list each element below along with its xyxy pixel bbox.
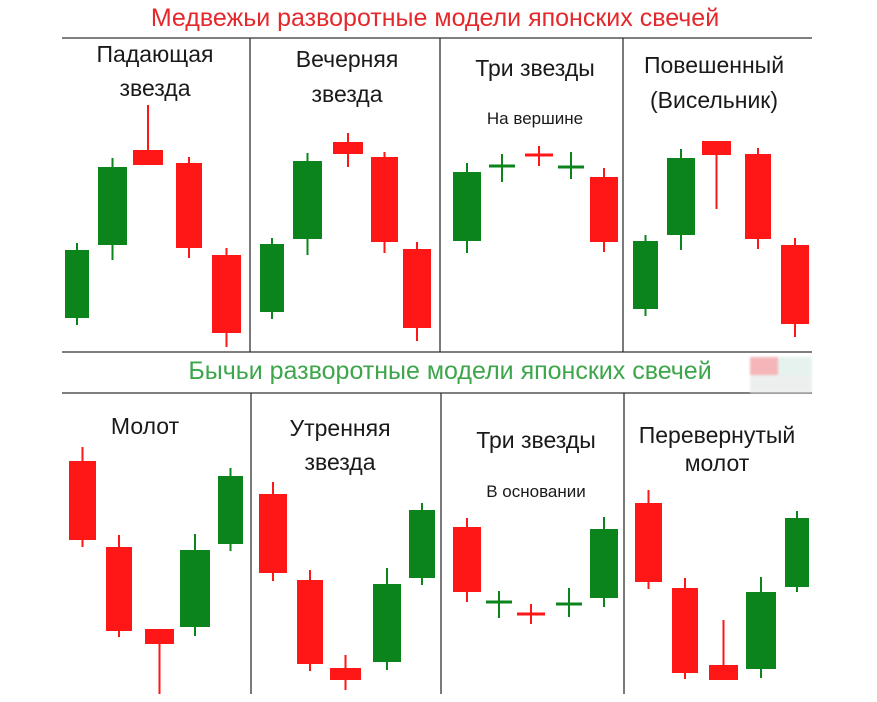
bearish-candle-body bbox=[709, 665, 738, 680]
bullish-candle-body bbox=[218, 476, 243, 544]
bearish-candle-body bbox=[333, 142, 363, 154]
bearish-candle-body bbox=[403, 249, 431, 328]
pattern-title: Повешенный bbox=[643, 52, 785, 78]
bearish-candle-body bbox=[69, 461, 96, 540]
bearish-candle-body bbox=[212, 255, 241, 333]
bearish-candle-body bbox=[133, 150, 163, 165]
bearish-candle-body bbox=[176, 163, 202, 248]
bullish-candle-body bbox=[180, 550, 210, 627]
bullish-candle-body bbox=[785, 518, 809, 587]
pattern-subtitle: В основании bbox=[486, 482, 586, 501]
pattern-title: Три звезды bbox=[475, 55, 595, 81]
bearish-candle-body bbox=[702, 141, 731, 155]
pattern-title: Вечерняя bbox=[295, 46, 399, 72]
pattern-title: звезда bbox=[304, 449, 376, 475]
bullish-candle-body bbox=[260, 244, 284, 312]
pattern-title: Перевернутый bbox=[638, 422, 796, 448]
bearish-candle-body bbox=[672, 588, 698, 673]
bearish-section-title: Медвежьи разворотные модели японских све… bbox=[150, 4, 720, 32]
bullish-candle-body bbox=[373, 584, 401, 662]
bullish-candle-body bbox=[293, 161, 322, 239]
bullish-candle-body bbox=[65, 250, 89, 318]
pattern-title: Утренняя bbox=[289, 415, 391, 441]
pattern-title: Три звезды bbox=[476, 427, 596, 453]
bullish-section-title: Бычьи разворотные модели японских свечей bbox=[188, 357, 712, 385]
bearish-candle-body bbox=[259, 494, 287, 573]
pattern-title: Падающая bbox=[96, 41, 214, 67]
bullish-candle-body bbox=[590, 529, 618, 598]
pattern-title: звезда bbox=[119, 75, 191, 101]
pattern-title: молот bbox=[684, 450, 750, 476]
bearish-candle-body bbox=[371, 157, 398, 242]
bullish-candle-body bbox=[453, 172, 481, 241]
pattern-title: (Висельник) bbox=[649, 87, 779, 113]
bullish-candle-body bbox=[409, 510, 435, 578]
bearish-candle-body bbox=[330, 668, 361, 680]
bullish-candle-body bbox=[633, 241, 658, 309]
bearish-candle-body bbox=[145, 629, 174, 644]
bearish-candle-body bbox=[297, 580, 323, 664]
bullish-candle-body bbox=[667, 158, 695, 235]
pattern-subtitle: На вершине bbox=[486, 109, 584, 128]
bearish-candle-body bbox=[453, 527, 481, 592]
bearish-candle-body bbox=[745, 154, 771, 239]
pattern-title: звезда bbox=[311, 81, 383, 107]
watermark bbox=[750, 357, 812, 393]
bullish-candle-body bbox=[746, 592, 776, 669]
bearish-candle-body bbox=[106, 547, 132, 631]
bearish-candle-body bbox=[590, 177, 618, 242]
bearish-candle-body bbox=[781, 245, 809, 324]
bearish-candle-body bbox=[635, 503, 662, 582]
pattern-title: Молот bbox=[110, 413, 180, 439]
bullish-candle-body bbox=[98, 167, 127, 245]
